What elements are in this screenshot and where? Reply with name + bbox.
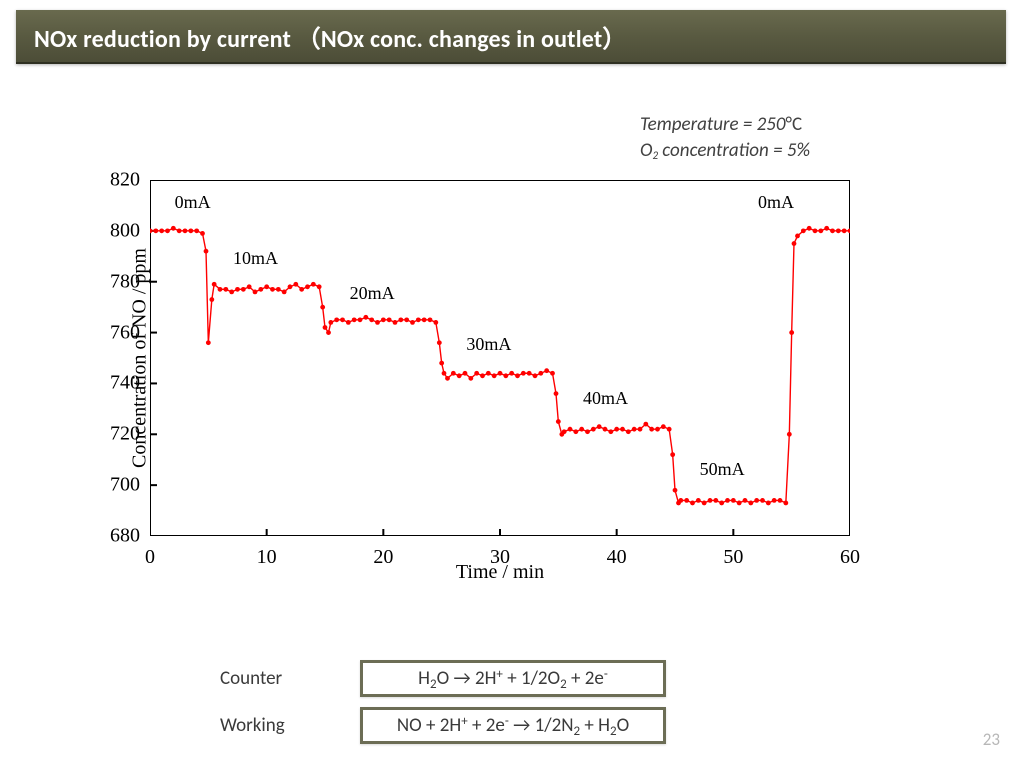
y-tick-label: 820 — [110, 169, 140, 192]
o2-line: O2 concentration = 5% — [640, 138, 810, 164]
x-tick-label: 10 — [257, 546, 277, 569]
counter-label: Counter — [220, 667, 360, 690]
y-tick-label: 760 — [110, 321, 140, 344]
x-tick-label: 0 — [145, 546, 155, 569]
page-number: 23 — [983, 729, 1000, 750]
current-label: 50mA — [700, 459, 745, 480]
counter-electrode-row: Counter H2O → 2H+ + 1/2O2 + 2e- — [220, 660, 666, 697]
y-tick-label: 740 — [110, 372, 140, 395]
slide-title-bar: NOx reduction by current （NOx conc. chan… — [16, 10, 1006, 64]
current-label: 10mA — [233, 248, 278, 269]
y-tick-label: 800 — [110, 219, 140, 242]
x-tick-label: 50 — [723, 546, 743, 569]
x-tick-label: 60 — [840, 546, 860, 569]
chart-plot-area — [150, 180, 850, 536]
current-label: 0mA — [758, 192, 794, 213]
working-electrode-row: Working NO + 2H+ + 2e- → 1/2N2 + H2O — [220, 707, 666, 744]
y-tick-label: 720 — [110, 423, 140, 446]
current-label: 20mA — [350, 283, 395, 304]
y-tick-label: 700 — [110, 474, 140, 497]
counter-equation: H2O → 2H+ + 1/2O2 + 2e- — [360, 660, 666, 697]
x-tick-label: 40 — [607, 546, 627, 569]
current-label: 0mA — [175, 192, 211, 213]
y-tick-label: 680 — [110, 525, 140, 548]
y-tick-label: 780 — [110, 270, 140, 293]
electrode-equations: Counter H2O → 2H+ + 1/2O2 + 2e- Working … — [220, 660, 666, 754]
chart: Concentration of NO / ppm Time / min 680… — [150, 180, 850, 536]
x-tick-label: 30 — [490, 546, 510, 569]
temperature-line: Temperature = 250°C — [640, 112, 810, 138]
current-label: 30mA — [466, 334, 511, 355]
working-label: Working — [220, 714, 360, 737]
experiment-conditions: Temperature = 250°C O2 concentration = 5… — [640, 112, 810, 163]
slide-title: NOx reduction by current （NOx conc. chan… — [34, 19, 627, 54]
working-equation: NO + 2H+ + 2e- → 1/2N2 + H2O — [360, 707, 666, 744]
current-label: 40mA — [583, 388, 628, 409]
x-tick-label: 20 — [373, 546, 393, 569]
